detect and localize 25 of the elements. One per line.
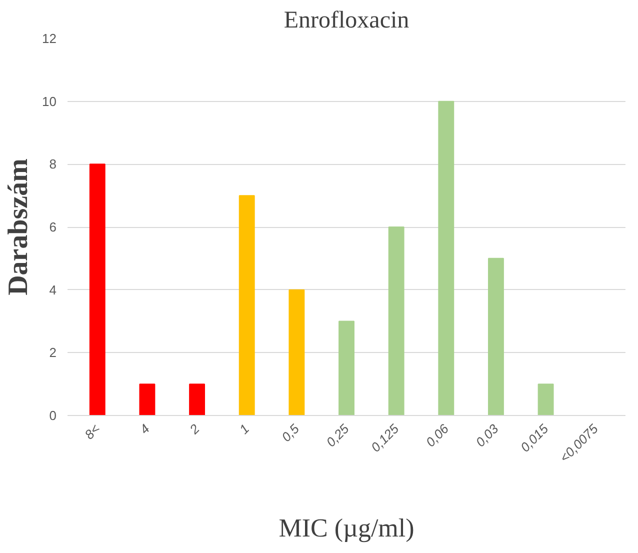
x-axis-title: MIC (µg/ml)	[278, 514, 414, 543]
y-tick-label: 10	[42, 94, 57, 109]
chart-title: Enrofloxacin	[284, 8, 410, 34]
y-tick-label: 6	[49, 220, 57, 234]
bar	[438, 100, 454, 416]
bar	[338, 320, 354, 416]
bar	[189, 384, 206, 416]
bar	[388, 226, 404, 416]
y-tick-label: 4	[49, 282, 57, 298]
bar	[488, 258, 504, 416]
y-tick-label: 2	[49, 345, 57, 360]
x-tick-label: 2	[186, 420, 203, 438]
bar	[538, 384, 554, 416]
x-tick-label: 4	[136, 421, 153, 437]
y-tick-label: 12	[42, 31, 57, 46]
x-tick-label: 1	[236, 421, 252, 437]
x-tick-label: 0,5	[278, 420, 303, 445]
y-tick-label: 0	[49, 408, 57, 423]
y-tick-label: 8	[49, 156, 57, 172]
x-tick-label: 8<	[82, 420, 103, 442]
bar	[288, 289, 305, 416]
bar	[89, 164, 106, 416]
bar	[139, 384, 156, 416]
y-axis-title: Darabszám	[3, 158, 34, 296]
bar	[238, 195, 255, 416]
